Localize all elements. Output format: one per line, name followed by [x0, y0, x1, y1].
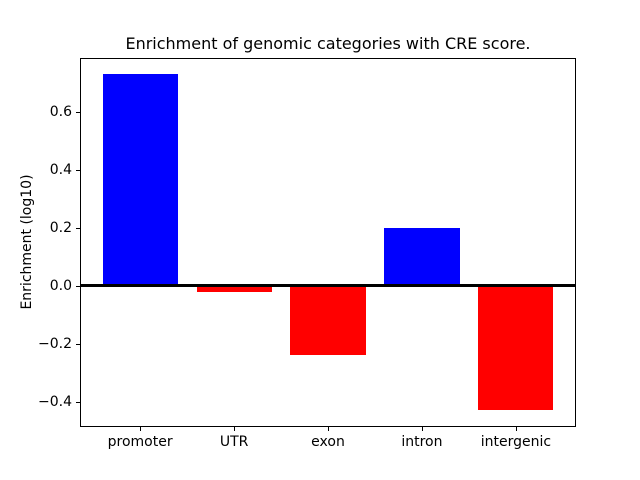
x-tick-mark: [421, 427, 423, 432]
x-tick-label-exon: exon: [311, 434, 345, 451]
bar-promoter: [102, 74, 178, 286]
x-tick-label-intron: intron: [401, 434, 443, 451]
bar-exon: [290, 285, 366, 356]
y-tick-label: 0.4: [49, 162, 72, 178]
bar-UTR: [196, 285, 272, 292]
y-tick-mark: [76, 112, 80, 114]
bar-intergenic: [478, 285, 554, 411]
y-tick-label: 0.2: [49, 219, 72, 236]
y-tick-mark: [76, 285, 80, 287]
x-tick-mark: [234, 427, 236, 432]
x-tick-mark: [515, 427, 517, 432]
y-tick-label: 0.6: [49, 104, 72, 121]
chart-title: Enrichment of genomic categories with CR…: [125, 34, 531, 53]
y-tick-mark: [76, 401, 80, 403]
x-tick-mark: [140, 427, 142, 432]
bar-intron: [384, 227, 460, 286]
x-tick-label-promoter: promoter: [107, 434, 173, 451]
x-tick-mark: [328, 427, 329, 432]
x-tick-label-UTR: UTR: [219, 434, 249, 451]
y-tick-label: −0.4: [38, 393, 72, 410]
y-tick-label: 0.0: [49, 277, 72, 294]
y-tick-mark: [76, 343, 80, 345]
y-tick-mark: [76, 170, 80, 171]
y-tick-mark: [76, 227, 80, 229]
y-tick-label: −0.2: [38, 335, 72, 352]
x-tick-label-intergenic: intergenic: [480, 434, 552, 451]
zero-line: [80, 284, 576, 288]
